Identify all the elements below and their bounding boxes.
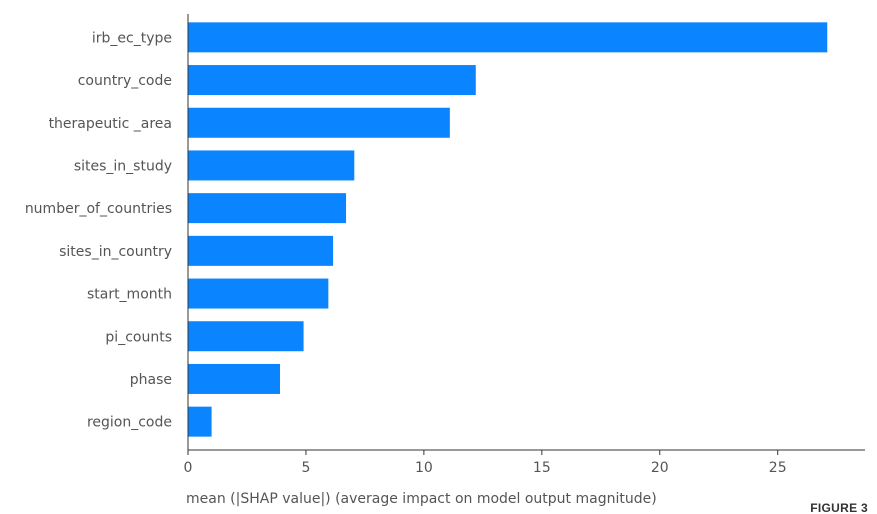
bar-start-month [188, 278, 329, 309]
bar-number-of-countries [188, 193, 347, 224]
bar-phase [188, 363, 280, 394]
category-label: pi_counts [105, 329, 172, 345]
x-tick-label: 0 [184, 460, 193, 476]
x-tick-label: 15 [533, 460, 551, 476]
x-ticks: 0 5 10 15 20 25 [184, 450, 787, 476]
category-label: start_month [87, 287, 172, 303]
bar-therapeutic-area [188, 107, 450, 138]
category-label: region_code [87, 415, 172, 431]
category-labels: irb_ec_type country_code therapeutic _area… [25, 30, 172, 430]
bar-region-code [188, 406, 212, 437]
figure-label: FIGURE 3 [810, 501, 868, 514]
bar-country-code [188, 65, 476, 96]
category-label: country_code [78, 73, 172, 89]
x-tick-label: 5 [301, 460, 310, 476]
bars-group [188, 22, 828, 437]
bar-pi-counts [188, 321, 304, 352]
category-label: therapeutic _area [49, 116, 172, 132]
x-tick-label: 10 [415, 460, 433, 476]
category-label: irb_ec_type [92, 30, 172, 46]
x-axis-label: mean (|SHAP value|) (average impact on m… [186, 491, 657, 507]
x-tick-label: 25 [769, 460, 787, 476]
category-label: phase [130, 372, 172, 388]
x-tick-label: 20 [651, 460, 669, 476]
bar-irb-ec-type [188, 22, 828, 53]
bar-sites-in-country [188, 235, 334, 266]
category-label: number_of_countries [25, 201, 172, 217]
category-label: sites_in_country [59, 244, 172, 260]
bar-sites-in-study [188, 150, 355, 181]
category-label: sites_in_study [74, 158, 172, 174]
